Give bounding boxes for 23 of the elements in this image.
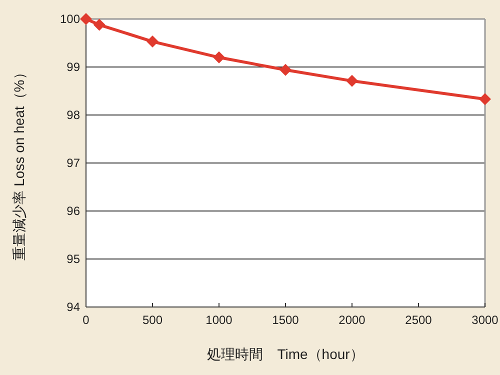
x-tick-label: 1500 xyxy=(272,313,300,327)
point xyxy=(80,13,92,25)
y-axis-title: 重量減少率 Loss on heat（%） xyxy=(11,66,27,260)
y-tick-label: 100 xyxy=(60,12,80,26)
y-tick-label: 97 xyxy=(66,156,80,170)
point xyxy=(280,64,292,76)
point xyxy=(146,36,158,48)
y-tick-label: 98 xyxy=(66,108,80,122)
y-tick-label: 96 xyxy=(66,204,80,218)
x-axis-title: 処理時間 Time（hour） xyxy=(207,346,364,362)
x-tick-label: 1000 xyxy=(206,313,233,327)
x-tick-label: 2000 xyxy=(338,313,366,327)
point xyxy=(93,18,106,31)
y-tick-label: 94 xyxy=(66,300,80,314)
x-tick-label: 500 xyxy=(142,313,163,327)
x-tick-label: 0 xyxy=(82,313,90,327)
y-tick-label: 95 xyxy=(66,252,80,266)
point xyxy=(213,51,225,64)
point xyxy=(346,74,358,87)
y-tick-label: 99 xyxy=(66,60,80,74)
x-tick-label: 3000 xyxy=(472,313,499,327)
point xyxy=(479,93,491,106)
x-tick-label: 2500 xyxy=(405,313,432,327)
